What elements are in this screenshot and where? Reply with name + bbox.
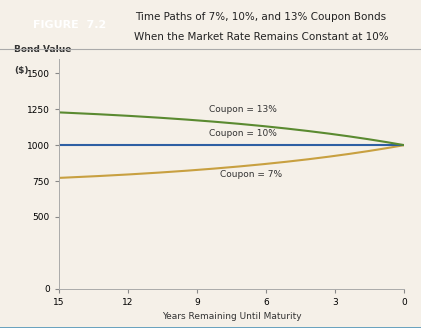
Text: Coupon = 10%: Coupon = 10%	[208, 129, 277, 138]
Text: Bond Value: Bond Value	[14, 46, 72, 54]
Text: Coupon = 13%: Coupon = 13%	[208, 105, 277, 114]
Text: FIGURE  7.2: FIGURE 7.2	[33, 20, 106, 30]
Text: ($): ($)	[14, 66, 29, 75]
Text: Coupon = 7%: Coupon = 7%	[220, 170, 282, 179]
Text: Time Paths of 7%, 10%, and 13% Coupon Bonds: Time Paths of 7%, 10%, and 13% Coupon Bo…	[136, 12, 386, 22]
X-axis label: Years Remaining Until Maturity: Years Remaining Until Maturity	[162, 312, 301, 321]
Text: When the Market Rate Remains Constant at 10%: When the Market Rate Remains Constant at…	[134, 32, 388, 42]
